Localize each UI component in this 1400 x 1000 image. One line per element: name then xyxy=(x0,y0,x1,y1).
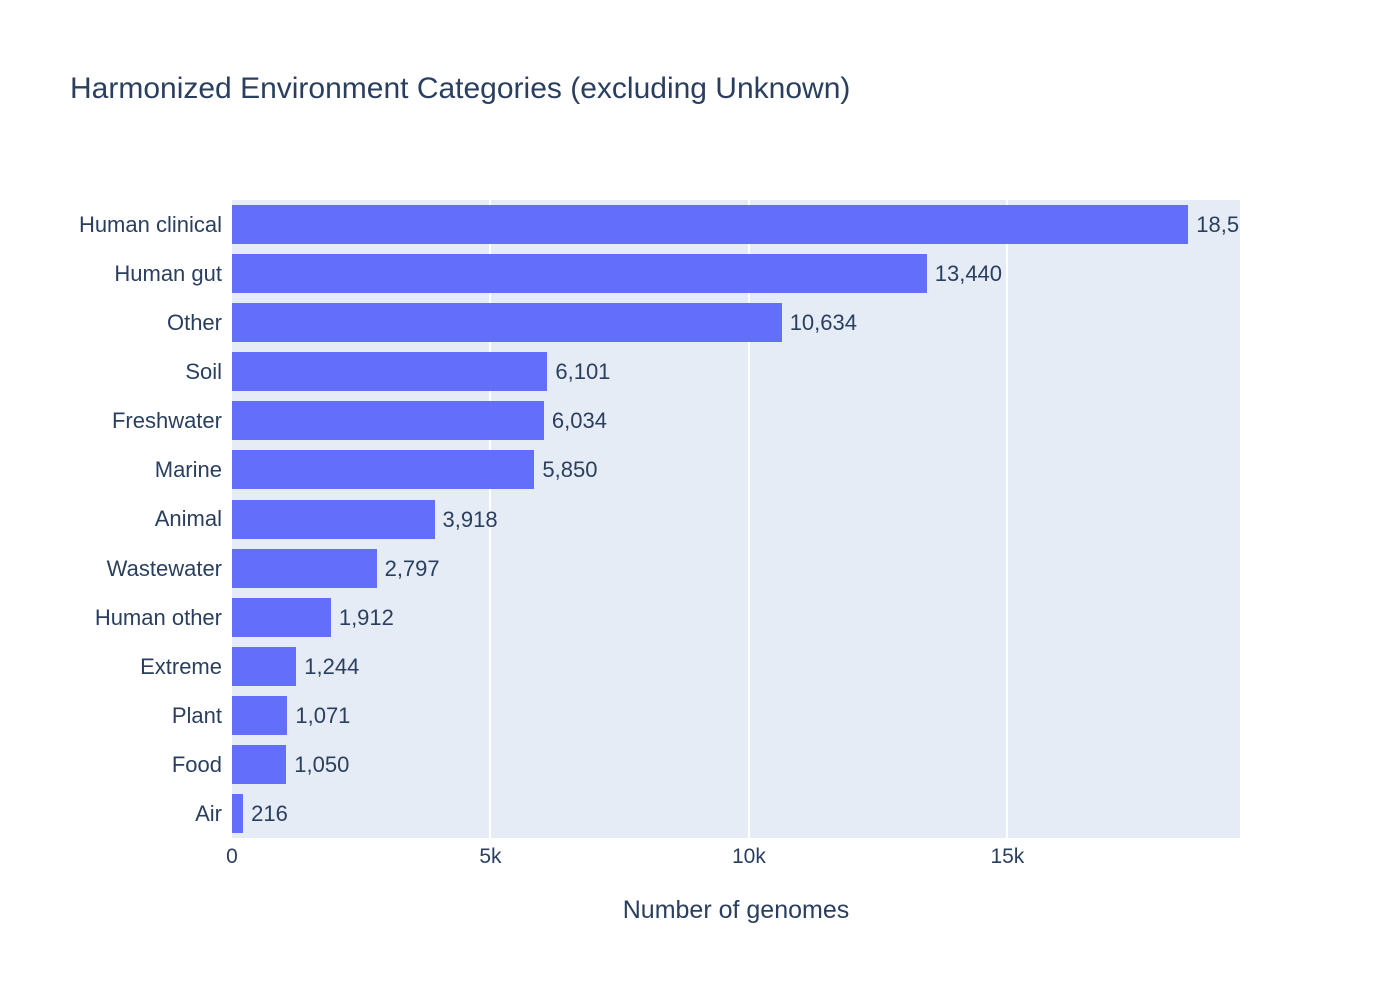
bar-value-label: 1,071 xyxy=(295,702,351,728)
y-axis-label-human-gut: Human gut xyxy=(114,261,222,287)
y-axis-labels: Human clinical Human gut Other Soil Freshwat… xyxy=(0,200,222,838)
x-axis-title: Number of genomes xyxy=(622,896,850,924)
bar-value-label: 1,244 xyxy=(304,653,360,679)
y-axis-label-wastewater: Wastewater xyxy=(106,555,222,581)
bar-value-label: 5,850 xyxy=(542,457,598,483)
gridline-15k xyxy=(1006,200,1009,838)
bar-extreme xyxy=(232,646,297,686)
bar-value-label: 6,101 xyxy=(555,359,611,385)
y-axis-label-soil: Soil xyxy=(185,359,222,385)
y-axis-label-animal: Animal xyxy=(154,506,222,532)
y-axis-label-human-clinical: Human clinical xyxy=(78,212,222,237)
y-axis-label-food: Food xyxy=(171,751,222,777)
bar-value-label: 1,050 xyxy=(294,751,350,777)
y-axis-label-human-other: Human other xyxy=(94,604,222,630)
bar-value-label: 2,797 xyxy=(384,555,440,581)
x-tick-15k: 15k xyxy=(990,845,1025,868)
bar-human-other xyxy=(232,597,331,637)
bar-human-clinical xyxy=(232,205,1189,245)
bar-value-label: 6,034 xyxy=(551,408,607,434)
bar-value-label: 13,440 xyxy=(934,261,1003,287)
bar-value-label: 1,912 xyxy=(338,604,394,630)
x-axis-tick-labels: 0 5k 10k 15k xyxy=(226,845,1240,873)
bar-human-gut xyxy=(232,254,927,294)
bar-soil xyxy=(232,352,548,392)
bar-air xyxy=(232,793,244,833)
bar-value-label: 216 xyxy=(251,800,288,826)
bar-other xyxy=(232,303,782,343)
bar-freshwater xyxy=(232,401,544,441)
y-axis-label-marine: Marine xyxy=(154,457,222,483)
plot-area: 18,5 13,440 10,634 6,101 6,034 5,850 3,918 2,79… xyxy=(232,200,1240,838)
bar-value-label: 10,634 xyxy=(789,310,857,336)
bar-value-label: 3,918 xyxy=(442,506,498,532)
y-axis-label-other: Other xyxy=(166,310,222,336)
x-tick-5k: 5k xyxy=(479,845,502,868)
bar-value-label: 18,5 xyxy=(1196,212,1240,238)
bar-animal xyxy=(232,499,435,539)
y-axis-label-extreme: Extreme xyxy=(140,653,222,679)
gridline-5k xyxy=(489,200,492,838)
bar-marine xyxy=(232,450,535,490)
y-axis-label-plant: Plant xyxy=(171,702,222,728)
x-tick-10k: 10k xyxy=(731,845,766,868)
bar-food xyxy=(232,744,287,784)
x-tick-0: 0 xyxy=(226,845,238,868)
y-axis-label-air: Air xyxy=(195,800,222,826)
y-axis-label-freshwater: Freshwater xyxy=(111,408,222,434)
gridline-10k xyxy=(747,200,750,838)
chart-title: Harmonized Environment Categories (exclu… xyxy=(70,72,851,105)
bar-wastewater xyxy=(232,548,377,588)
bar-plant xyxy=(232,695,288,735)
